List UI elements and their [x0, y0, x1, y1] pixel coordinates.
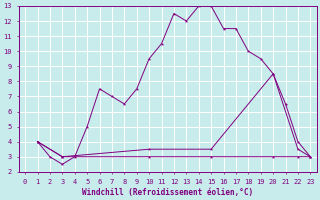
X-axis label: Windchill (Refroidissement éolien,°C): Windchill (Refroidissement éolien,°C) [82, 188, 253, 197]
